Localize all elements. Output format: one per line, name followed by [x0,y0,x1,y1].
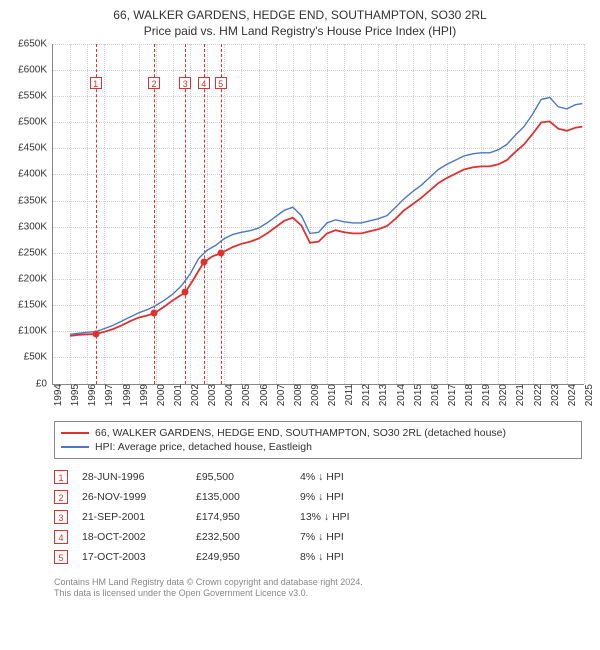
x-tick-label: 2015 [409,384,424,406]
x-tick-label: 2021 [511,384,526,406]
transaction-row: 5 17-OCT-2003 £249,950 8% ↓ HPI [54,547,582,567]
x-tick-label: 2017 [443,384,458,406]
transaction-date: 28-JUN-1996 [82,471,182,483]
y-tick-label: £450K [18,143,53,154]
y-tick-label: £300K [18,221,53,232]
footer-line-2: This data is licensed under the Open Gov… [54,588,582,600]
price-point-2 [151,309,158,316]
event-marker-4: 4 [198,77,210,89]
transaction-diff: 13% ↓ HPI [300,511,390,523]
legend-swatch [61,432,89,434]
legend-label: HPI: Average price, detached house, East… [95,441,312,453]
x-tick-label: 2006 [255,384,270,406]
x-tick-label: 2002 [186,384,201,406]
x-tick-label: 2016 [426,384,441,406]
transaction-diff: 8% ↓ HPI [300,551,390,563]
transaction-row: 4 18-OCT-2002 £232,500 7% ↓ HPI [54,527,582,547]
legend-item: 66, WALKER GARDENS, HEDGE END, SOUTHAMPT… [61,426,575,440]
transaction-price: £249,950 [196,551,286,563]
x-tick-label: 1996 [83,384,98,406]
transaction-index: 5 [54,550,68,564]
x-tick-label: 2003 [203,384,218,406]
event-marker-2: 2 [148,77,160,89]
y-tick-label: £50K [24,352,53,363]
y-tick-label: £650K [18,38,53,49]
transaction-row: 3 21-SEP-2001 £174,950 13% ↓ HPI [54,507,582,527]
transaction-row: 1 28-JUN-1996 £95,500 4% ↓ HPI [54,467,582,487]
transaction-index: 4 [54,530,68,544]
price-chart: £0£50K£100K£150K£200K£250K£300K£350K£400… [52,44,584,385]
event-marker-1: 1 [90,77,102,89]
x-tick-label: 2007 [272,384,287,406]
y-tick-label: £400K [18,169,53,180]
y-tick-label: £550K [18,90,53,101]
x-tick-label: 1998 [118,384,133,406]
x-tick-label: 2023 [546,384,561,406]
y-tick-label: £600K [18,64,53,75]
page-subtitle: Price paid vs. HM Land Registry's House … [10,24,590,38]
price-point-1 [92,330,99,337]
transaction-price: £135,000 [196,491,286,503]
legend-item: HPI: Average price, detached house, East… [61,440,575,454]
x-tick-label: 2004 [220,384,235,406]
price-point-4 [200,258,207,265]
y-tick-label: £250K [18,247,53,258]
x-tick-label: 1994 [49,384,64,406]
series-hpi [70,97,582,334]
transaction-price: £232,500 [196,531,286,543]
transaction-diff: 9% ↓ HPI [300,491,390,503]
transaction-date: 26-NOV-1999 [82,491,182,503]
footer-line-1: Contains HM Land Registry data © Crown c… [54,577,582,589]
y-tick-label: £100K [18,326,53,337]
price-point-3 [182,289,189,296]
transaction-index: 3 [54,510,68,524]
x-tick-label: 1997 [100,384,115,406]
x-tick-label: 2011 [340,384,355,406]
x-tick-label: 2001 [169,384,184,406]
price-point-5 [217,249,224,256]
footer-attribution: Contains HM Land Registry data © Crown c… [54,577,582,600]
x-tick-label: 2008 [289,384,304,406]
x-tick-label: 2022 [529,384,544,406]
y-tick-label: £350K [18,195,53,206]
y-tick-label: £200K [18,273,53,284]
x-tick-label: 2025 [580,384,595,406]
event-marker-5: 5 [215,77,227,89]
x-tick-label: 2020 [494,384,509,406]
x-tick-label: 2012 [357,384,372,406]
transaction-date: 17-OCT-2003 [82,551,182,563]
transaction-diff: 7% ↓ HPI [300,531,390,543]
transaction-date: 18-OCT-2002 [82,531,182,543]
page-title: 66, WALKER GARDENS, HEDGE END, SOUTHAMPT… [10,8,590,24]
x-tick-label: 2024 [563,384,578,406]
x-tick-label: 2013 [374,384,389,406]
y-tick-label: £150K [18,300,53,311]
legend-swatch [61,446,89,448]
transaction-diff: 4% ↓ HPI [300,471,390,483]
transaction-index: 2 [54,490,68,504]
x-tick-label: 2014 [392,384,407,406]
transaction-price: £95,500 [196,471,286,483]
x-tick-label: 2009 [306,384,321,406]
event-marker-3: 3 [179,77,191,89]
legend-label: 66, WALKER GARDENS, HEDGE END, SOUTHAMPT… [95,427,506,439]
transaction-date: 21-SEP-2001 [82,511,182,523]
transaction-row: 2 26-NOV-1999 £135,000 9% ↓ HPI [54,487,582,507]
legend: 66, WALKER GARDENS, HEDGE END, SOUTHAMPT… [54,421,582,459]
x-tick-label: 2000 [152,384,167,406]
transaction-price: £174,950 [196,511,286,523]
transaction-index: 1 [54,470,68,484]
series-property [70,121,582,336]
transactions-table: 1 28-JUN-1996 £95,500 4% ↓ HPI 2 26-NOV-1999 £… [54,467,582,567]
x-tick-label: 1999 [135,384,150,406]
x-tick-label: 1995 [66,384,81,406]
x-tick-label: 2005 [237,384,252,406]
x-tick-label: 2019 [477,384,492,406]
x-tick-label: 2018 [460,384,475,406]
y-tick-label: £500K [18,117,53,128]
x-tick-label: 2010 [323,384,338,406]
